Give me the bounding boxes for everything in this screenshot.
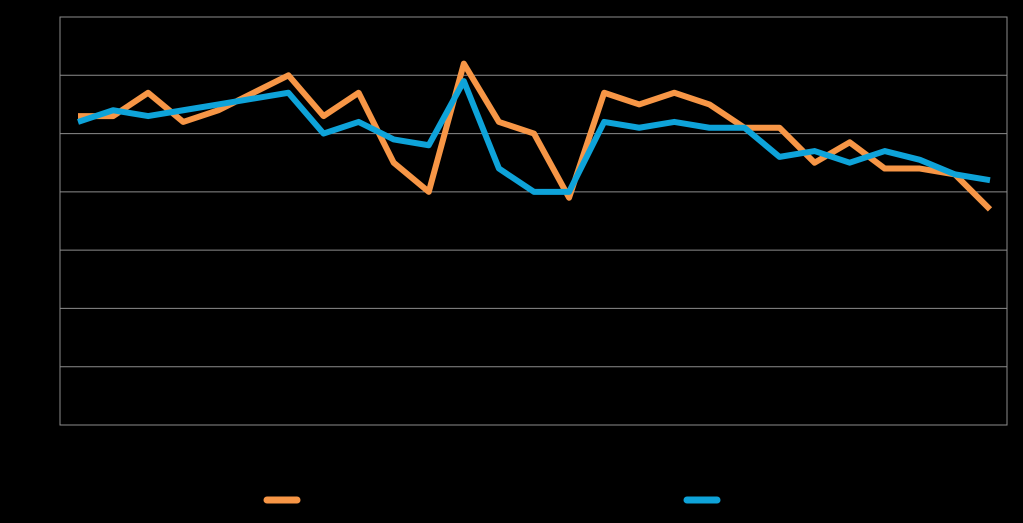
series-line [77,78,991,195]
plot-border [59,16,1008,426]
